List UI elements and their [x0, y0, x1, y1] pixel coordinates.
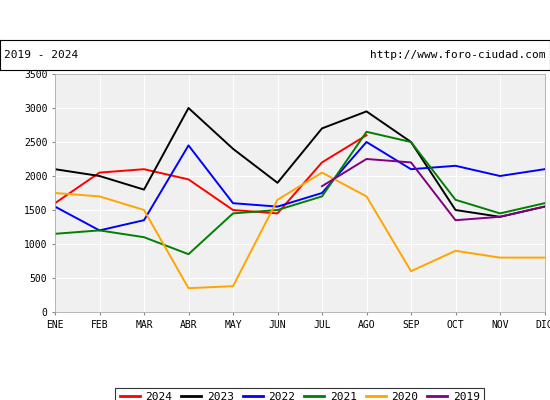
Text: 2019 - 2024: 2019 - 2024: [4, 50, 79, 60]
Legend: 2024, 2023, 2022, 2021, 2020, 2019: 2024, 2023, 2022, 2021, 2020, 2019: [116, 388, 484, 400]
Text: Evolucion Nº Turistas Nacionales en el municipio de Guareña: Evolucion Nº Turistas Nacionales en el m…: [47, 14, 503, 26]
Text: http://www.foro-ciudad.com: http://www.foro-ciudad.com: [370, 50, 546, 60]
